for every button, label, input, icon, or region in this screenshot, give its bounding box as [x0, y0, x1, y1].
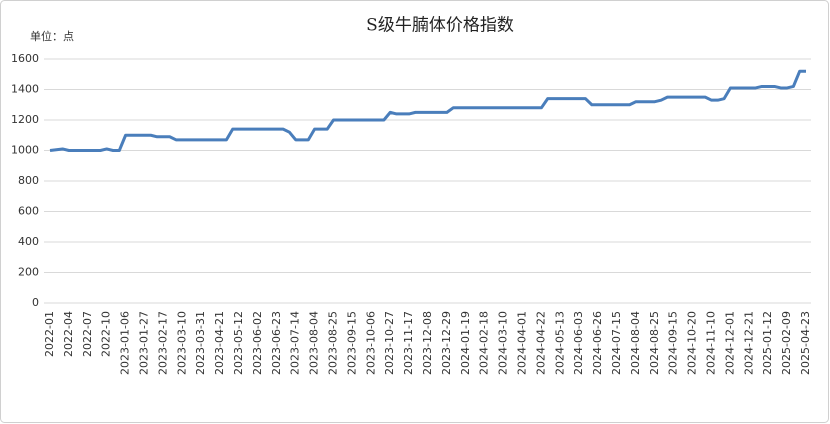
- y-tick-label: 600: [18, 205, 39, 218]
- x-tick-label: 2023-05-12: [232, 311, 245, 375]
- x-tick-label: 2025-04-23: [799, 311, 812, 375]
- x-tick-label: 2022-10: [100, 311, 113, 357]
- y-tick-label: 1200: [11, 113, 39, 126]
- x-tick-label: 2024-12-21: [742, 311, 755, 375]
- x-tick-label: 2024-08-25: [648, 311, 661, 375]
- unit-label: 单位：点: [30, 29, 74, 43]
- x-tick-label: 2023-07-14: [289, 311, 302, 375]
- y-tick-label: 400: [18, 235, 39, 248]
- y-tick-label: 200: [18, 266, 39, 279]
- x-tick-label: 2024-06-03: [572, 311, 585, 375]
- data-line: [49, 69, 806, 152]
- x-tick-label: 2024-09-15: [667, 311, 680, 375]
- x-tick-label: 2023-01-06: [119, 311, 132, 375]
- x-tick-label: 2023-12-29: [440, 311, 453, 375]
- x-tick-label: 2024-04-01: [516, 311, 529, 375]
- x-tick-label: 2023-02-17: [156, 311, 169, 375]
- y-tick-label: 0: [32, 296, 39, 309]
- x-tick-label: 2023-10-27: [383, 311, 396, 375]
- chart-title: S级牛腩体价格指数: [366, 16, 514, 36]
- y-tick-label: 800: [18, 174, 39, 187]
- x-tick-label: 2024-08-04: [629, 311, 642, 375]
- x-tick-label: 2023-01-27: [138, 311, 151, 375]
- x-tick-label: 2024-03-10: [497, 311, 510, 375]
- x-tick-label: 2024-06-26: [591, 311, 604, 375]
- x-tick-label: 2024-10-20: [686, 311, 699, 375]
- x-tick-label: 2024-07-15: [610, 311, 623, 375]
- x-tick-label: 2023-11-17: [402, 311, 415, 375]
- y-tick-label: 1600: [11, 52, 39, 65]
- x-tick-label: 2023-06-02: [251, 311, 264, 375]
- x-tick-label: 2023-04-21: [213, 311, 226, 375]
- x-tick-label: 2023-10-06: [364, 311, 377, 375]
- x-tick-label: 2023-06-23: [270, 311, 283, 375]
- x-tick-label: 2024-04-22: [534, 311, 547, 375]
- x-tick-label: 2023-12-08: [421, 311, 434, 375]
- x-tick-label: 2023-03-10: [175, 311, 188, 375]
- x-tick-label: 2022-07: [81, 311, 94, 357]
- x-tick-label: 2023-03-31: [194, 311, 207, 375]
- x-tick-label: 2023-09-15: [345, 311, 358, 375]
- x-tick-label: 2025-01-12: [761, 311, 774, 375]
- x-tick-label: 2025-02-09: [780, 311, 793, 375]
- x-tick-label: 2022-01: [43, 311, 56, 357]
- y-tick-label: 1000: [11, 144, 39, 157]
- y-tick-label: 1400: [11, 83, 39, 96]
- x-tick-label: 2022-04: [62, 311, 75, 357]
- x-tick-label: 2023-08-04: [308, 311, 321, 375]
- x-tick-label: 2023-08-25: [327, 311, 340, 375]
- x-tick-label: 2024-01-19: [459, 311, 472, 375]
- x-tick-label: 2024-02-18: [478, 311, 491, 375]
- x-tick-label: 2024-12-01: [723, 311, 736, 375]
- x-tick-label: 2024-11-10: [705, 311, 718, 375]
- x-tick-label: 2024-05-13: [553, 311, 566, 375]
